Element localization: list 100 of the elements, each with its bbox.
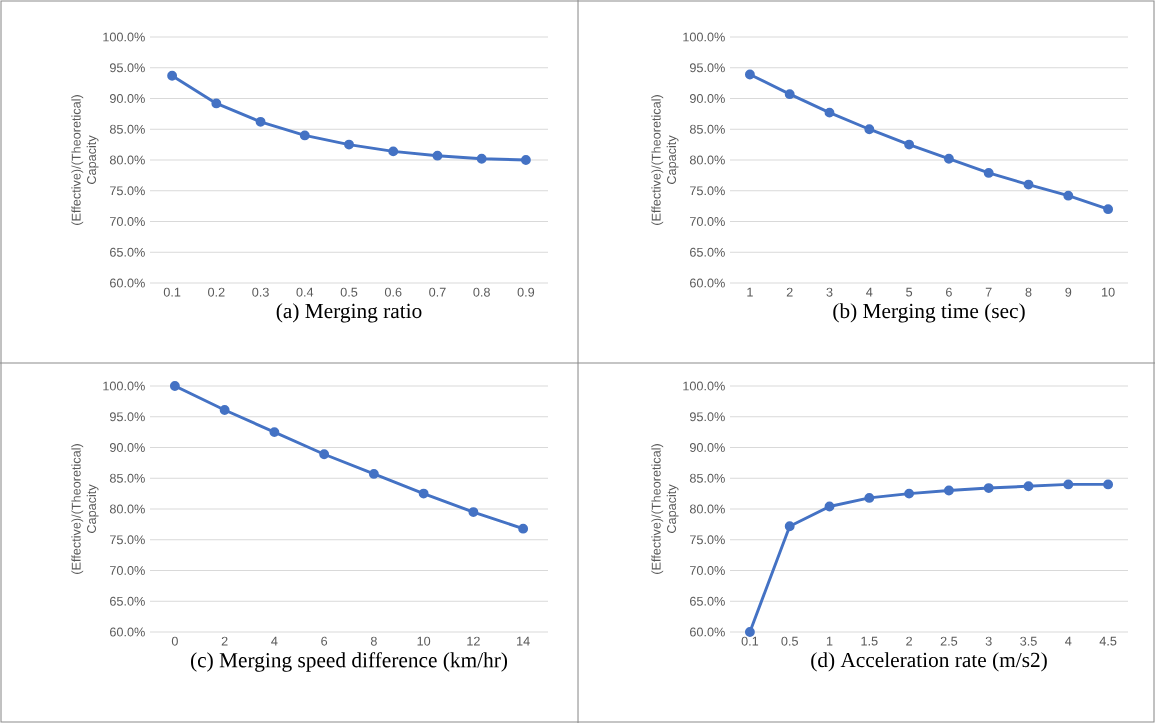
- x-tick-label: 10: [1102, 287, 1115, 297]
- y-tick-label: 95.0%: [109, 412, 145, 422]
- x-tick-label: 0: [171, 636, 178, 646]
- y-tick-label: 70.0%: [110, 566, 145, 575]
- x-tick-label: 14: [517, 636, 530, 646]
- x-tick-label: 3: [826, 287, 833, 297]
- x-tick-label: 1.5: [861, 636, 878, 646]
- point: [864, 492, 875, 503]
- y-tick-label: 80.0%: [109, 504, 145, 514]
- x-tick-label: 10: [417, 636, 431, 646]
- y-tick-label: 65.0%: [690, 247, 725, 257]
- x-tick-label: 2.5: [940, 636, 958, 646]
- x-tick-label: 9: [1065, 287, 1072, 297]
- point: [1103, 479, 1114, 490]
- x-tick-label: 8: [370, 636, 377, 646]
- x-tick-label: 4: [1065, 636, 1072, 646]
- y-tick-label: 95.0%: [109, 63, 145, 73]
- x-tick-label: 3.5: [1020, 636, 1037, 646]
- point: [1023, 481, 1034, 492]
- y-tick-label: 60.0%: [110, 627, 145, 637]
- point: [219, 405, 230, 415]
- point: [864, 124, 875, 135]
- y-tick-label: 95.0%: [689, 412, 725, 422]
- y-tick-label: 85.0%: [689, 124, 725, 134]
- x-tick-label: 5: [906, 287, 913, 297]
- y-tick-label: 75.0%: [690, 535, 725, 545]
- x-axis-title: (c) Merging speed difference (km/hr): [191, 652, 508, 672]
- x-tick-label: 0.7: [429, 287, 446, 297]
- point: [388, 146, 399, 157]
- point: [1023, 179, 1034, 190]
- point: [824, 501, 835, 512]
- x-tick-label: 2: [221, 636, 228, 646]
- x-tick-label: 6: [321, 636, 328, 646]
- point: [344, 139, 354, 150]
- x-tick-label: 8: [1025, 287, 1032, 297]
- point: [518, 523, 529, 534]
- y-tick-label: 70.0%: [690, 566, 725, 575]
- x-tick-label: 4: [271, 636, 278, 646]
- y-tick-label: 85.0%: [109, 124, 145, 134]
- y-tick-label: 100.0%: [683, 381, 725, 391]
- x-tick-label: 12: [467, 636, 480, 646]
- point: [943, 485, 954, 496]
- y-tick-label: 90.0%: [109, 443, 145, 452]
- x-tick-label: 0.2: [208, 287, 225, 297]
- x-axis-title: (d) Acceleration rate (m/s2): [811, 652, 1047, 672]
- x-tick-label: 2: [786, 287, 793, 297]
- x-tick-label: 0.3: [252, 287, 269, 297]
- x-tick-label: 2: [906, 636, 912, 646]
- y-tick-label: 90.0%: [689, 443, 725, 452]
- y-tick-label: 100.0%: [103, 32, 145, 42]
- point: [943, 153, 954, 164]
- y-tick-label: 60.0%: [690, 278, 725, 288]
- y-axis-title: (Effective)/(Theoretical) Capacity: [651, 444, 679, 574]
- y-axis-title: (Effective)/(Theoretical) Capacity: [71, 95, 99, 225]
- y-tick-label: 75.0%: [110, 535, 145, 545]
- point: [744, 627, 755, 637]
- point: [983, 167, 994, 178]
- x-tick-label: 1: [826, 636, 833, 646]
- x-tick-label: 3: [985, 636, 992, 646]
- point: [1103, 204, 1114, 215]
- point: [1063, 190, 1074, 201]
- point: [784, 521, 795, 532]
- point: [468, 507, 479, 517]
- x-tick-label: 0.1: [163, 287, 181, 297]
- point: [983, 483, 994, 494]
- y-tick-label: 75.0%: [690, 186, 725, 196]
- y-tick-label: 75.0%: [110, 186, 145, 196]
- y-tick-label: 65.0%: [690, 596, 725, 606]
- x-tick-label: 0.8: [473, 287, 490, 297]
- y-tick-label: 65.0%: [110, 247, 145, 257]
- y-tick-label: 60.0%: [690, 627, 725, 637]
- y-tick-label: 100.0%: [683, 32, 725, 42]
- y-tick-label: 95.0%: [689, 63, 725, 73]
- y-axis-title: (Effective)/(Theoretical) Capacity: [651, 95, 679, 225]
- point: [904, 139, 915, 150]
- x-tick-label: 6: [946, 287, 952, 297]
- x-tick-label: 0.5: [340, 287, 358, 297]
- y-tick-label: 80.0%: [689, 504, 725, 514]
- x-tick-label: 0.1: [741, 636, 759, 646]
- y-tick-label: 70.0%: [110, 217, 145, 226]
- point: [432, 150, 443, 161]
- y-tick-label: 80.0%: [689, 155, 725, 165]
- y-tick-label: 90.0%: [109, 94, 145, 103]
- y-tick-label: 70.0%: [690, 217, 725, 226]
- x-tick-label: 0.6: [384, 287, 402, 297]
- x-tick-label: 4.5: [1099, 636, 1117, 646]
- x-tick-label: 0.9: [517, 287, 535, 297]
- point: [418, 488, 429, 499]
- point: [520, 155, 531, 165]
- x-axis-title: (b) Merging time (sec): [833, 303, 1025, 323]
- point: [476, 153, 487, 164]
- y-tick-label: 60.0%: [110, 278, 145, 288]
- x-tick-label: 1: [747, 287, 753, 297]
- x-tick-label: 0.5: [781, 636, 798, 646]
- y-tick-label: 85.0%: [109, 473, 145, 483]
- point: [319, 449, 330, 460]
- point: [824, 107, 835, 118]
- x-axis-title: (a) Merging ratio: [276, 303, 422, 323]
- point: [169, 381, 180, 391]
- point: [269, 427, 280, 438]
